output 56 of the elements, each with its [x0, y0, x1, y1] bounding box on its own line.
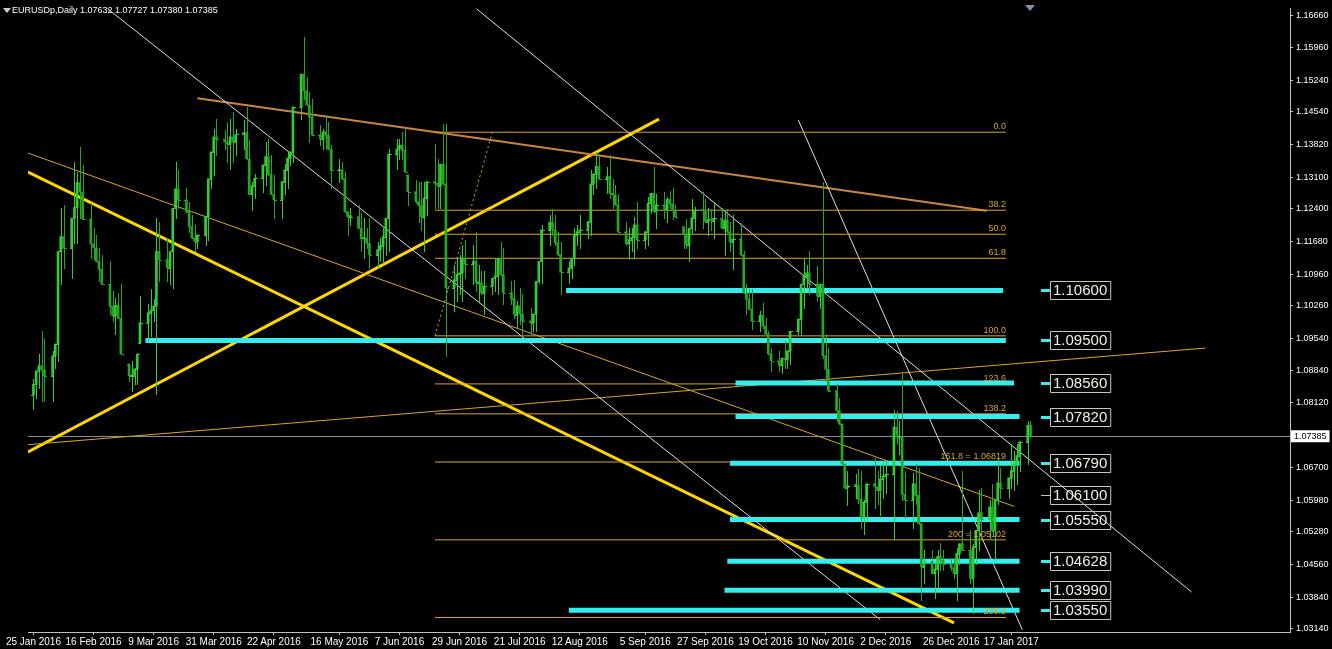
- y-tick-label: 1.04560: [1296, 558, 1329, 569]
- x-tick-label: 29 Jun 2016: [432, 635, 488, 647]
- x-tick-label: 12 Aug 2016: [551, 635, 609, 647]
- x-tick-label: 19 Oct 2016: [738, 635, 794, 647]
- x-tick-label: 7 Jun 2016: [374, 635, 425, 647]
- legend-label: 1.09500: [1053, 331, 1108, 349]
- y-tick-label: 1.13820: [1296, 138, 1329, 149]
- y-tick-label: 1.03140: [1296, 623, 1329, 634]
- series-label: 61.8: [988, 247, 1006, 258]
- legend-label: 1.06790: [1053, 454, 1108, 472]
- y-tick-label: 1.05980: [1296, 494, 1329, 505]
- legend-label: 1.10600: [1053, 281, 1108, 299]
- x-tick-label: 22 Apr 2016: [246, 635, 302, 647]
- y-tick-label: 1.12400: [1296, 203, 1329, 214]
- x-tick-label: 31 Mar 2016: [185, 635, 243, 647]
- legend-label: 1.04628: [1053, 552, 1108, 570]
- series-label: 38.2: [988, 199, 1006, 210]
- series-label: 161.8 = 1.06819: [940, 450, 1006, 461]
- x-tick-label: 16 May 2016: [310, 635, 369, 647]
- y-tick-label: 1.09540: [1296, 333, 1329, 344]
- series-label: 0.0: [993, 121, 1006, 132]
- ref-line-label: 1.07385: [1294, 431, 1327, 442]
- y-tick-label: 1.14540: [1296, 106, 1329, 117]
- y-tick-label: 1.03840: [1296, 591, 1329, 602]
- y-tick-label: 1.16660: [1296, 10, 1329, 21]
- series-label: 123.6: [983, 372, 1006, 383]
- series-label: 138.2: [983, 402, 1006, 413]
- legend-label: 1.07820: [1053, 408, 1108, 426]
- x-tick-label: 9 Mar 2016: [128, 635, 180, 647]
- x-tick-label: 17 Jan 2017: [983, 635, 1040, 647]
- y-tick-label: 1.15960: [1296, 41, 1329, 52]
- x-tick-label: 2 Dec 2016: [860, 635, 912, 647]
- x-tick-label: 10 Nov 2016: [797, 635, 855, 647]
- chart-title: EURUSDp,Daily 1.07632 1.07727 1.07380 1.07385: [12, 5, 218, 16]
- annotation: 1.06100: [1053, 486, 1108, 504]
- y-tick-label: 1.15240: [1296, 74, 1329, 85]
- y-tick-label: 1.10960: [1296, 268, 1329, 279]
- x-tick-label: 25 Jan 2016: [5, 635, 62, 647]
- x-tick-label: 27 Sep 2016: [677, 635, 735, 647]
- y-tick-label: 1.08120: [1296, 397, 1329, 408]
- x-tick-label: 21 Jul 2016: [493, 635, 546, 647]
- y-tick-label: 1.05280: [1296, 526, 1329, 537]
- series-label: 50.0: [988, 223, 1006, 234]
- series-label: 100.0: [983, 324, 1006, 335]
- x-tick-label: 16 Feb 2016: [65, 635, 123, 647]
- y-tick-label: 1.10260: [1296, 300, 1329, 311]
- y-tick-label: 1.06700: [1296, 461, 1329, 472]
- legend-label: 1.08560: [1053, 374, 1108, 392]
- x-tick-label: 26 Dec 2016: [922, 635, 981, 647]
- legend-label: 1.05550: [1053, 511, 1108, 529]
- x-tick-label: 5 Sep 2016: [619, 635, 672, 647]
- y-tick-label: 1.08840: [1296, 364, 1329, 375]
- y-tick-label: 1.13100: [1296, 171, 1329, 182]
- legend-label: 1.03550: [1053, 601, 1108, 619]
- y-tick-label: 1.11680: [1296, 236, 1328, 246]
- legend-label: 1.03990: [1053, 581, 1108, 599]
